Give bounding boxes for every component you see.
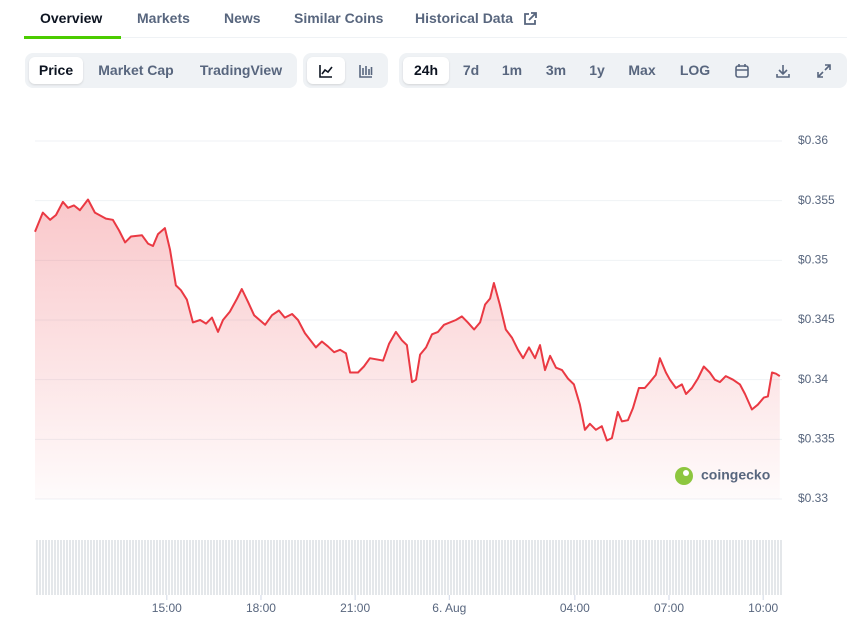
watermark-text: coingecko xyxy=(701,467,770,483)
range-group: 24h 7d 1m 3m 1y Max LOG xyxy=(399,53,847,88)
x-tick-label: 07:00 xyxy=(654,601,684,615)
watermark: coingecko xyxy=(675,467,770,485)
button[interactable]: 1m xyxy=(501,62,523,78)
tab-divider xyxy=(24,37,847,38)
tab[interactable]: Similar Coins xyxy=(294,10,384,26)
button[interactable]: TradingView xyxy=(199,62,283,78)
y-tick-label: $0.33 xyxy=(798,491,828,505)
download-icon xyxy=(776,65,790,78)
button[interactable]: 3m xyxy=(545,62,567,78)
tab[interactable]: News xyxy=(224,10,261,26)
chart-style-group xyxy=(303,53,388,88)
price-line xyxy=(34,198,781,442)
calendar-button[interactable] xyxy=(726,57,758,84)
candle-button[interactable] xyxy=(347,57,385,84)
y-tick-label: $0.355 xyxy=(798,193,835,207)
tab-indicator xyxy=(24,36,121,39)
y-tick-label: $0.36 xyxy=(798,133,828,147)
x-tick-label: 15:00 xyxy=(152,601,182,615)
tab[interactable]: Historical Data xyxy=(415,10,514,26)
calendar-icon xyxy=(735,64,749,78)
y-tick-label: $0.345 xyxy=(798,312,835,326)
x-tick-label: 04:00 xyxy=(560,601,590,615)
fullscreen-button[interactable] xyxy=(808,57,840,84)
chart-kind-group: Price Market Cap TradingView xyxy=(25,53,297,88)
button[interactable]: 24h xyxy=(403,57,449,84)
line-icon xyxy=(319,65,333,78)
external-link-icon xyxy=(524,12,537,25)
x-tick-label: 10:00 xyxy=(748,601,778,615)
tab[interactable]: Markets xyxy=(137,10,190,26)
button[interactable]: Market Cap xyxy=(98,62,174,78)
x-tick-label: 6. Aug xyxy=(432,601,466,615)
button[interactable]: Max xyxy=(628,62,656,78)
tab[interactable]: Overview xyxy=(40,10,103,26)
x-tick-label: 21:00 xyxy=(340,601,370,615)
fullscreen-icon xyxy=(817,64,831,78)
volume-area xyxy=(35,540,782,595)
candle-icon xyxy=(359,65,373,78)
y-tick-label: $0.35 xyxy=(798,253,828,267)
download-button[interactable] xyxy=(767,57,799,84)
y-tick-label: $0.335 xyxy=(798,432,835,446)
button[interactable]: LOG xyxy=(679,62,711,78)
x-tick-label: 18:00 xyxy=(246,601,276,615)
y-tick-label: $0.34 xyxy=(798,372,828,386)
button[interactable]: 7d xyxy=(462,62,480,78)
button[interactable]: 1y xyxy=(589,62,605,78)
line-button[interactable] xyxy=(307,57,345,84)
price-chart: coingecko $0.33 $0.335 $0.34 $0.345 $0.35 $0.… xyxy=(34,133,835,615)
button[interactable]: Price xyxy=(29,57,83,84)
